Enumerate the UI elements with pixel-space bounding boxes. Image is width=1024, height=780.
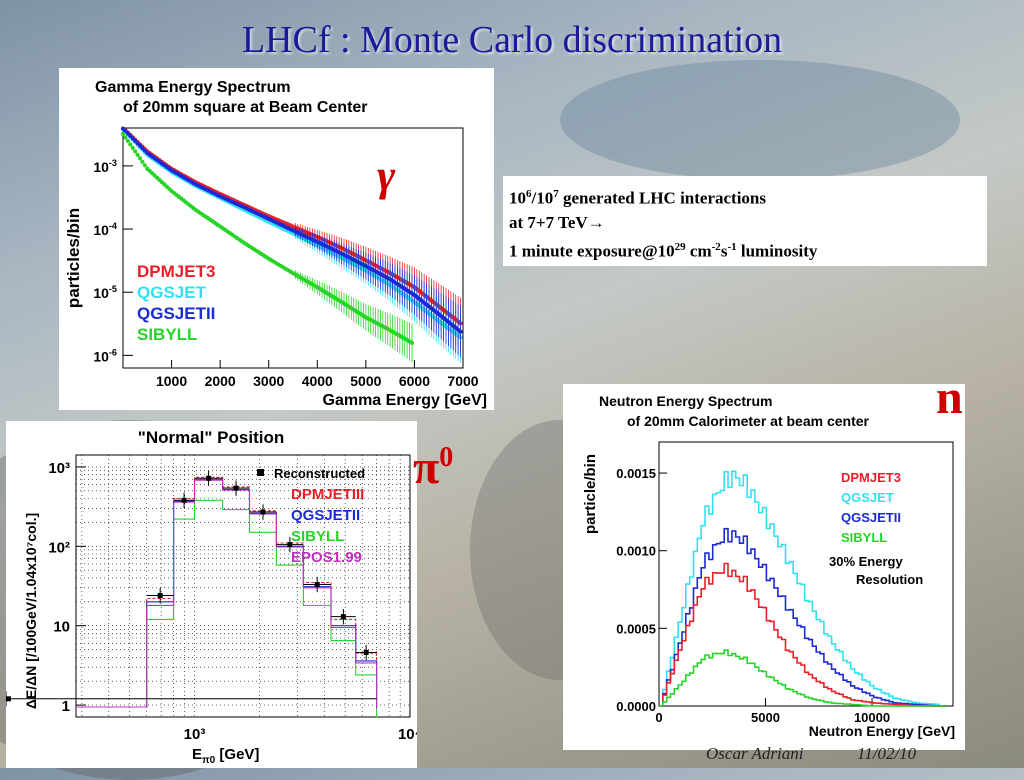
neutron-annotation-line-1: 30% Energy (829, 554, 903, 569)
gamma-y-axis-label: particles/bin (64, 208, 83, 308)
neutron-x-axis-label: Neutron Energy [GeV] (809, 723, 955, 739)
neutron-legend-qgsjetii: QGSJETII (841, 510, 901, 525)
footer-author: Oscar Adriani (706, 744, 804, 763)
gamma-data-point (137, 156, 143, 161)
gamma-chart-subtitle: of 20mm square at Beam Center (123, 99, 368, 116)
pion-y-tick-label: 10³ (48, 460, 70, 477)
neutron-y-tick-label: 0.0005 (616, 621, 656, 636)
neutron-legend-dpmjet3: DPMJET3 (841, 470, 901, 485)
gamma-y-tick-label: 10-6 (93, 347, 117, 364)
pion-y-tick-label: 10 (53, 619, 70, 636)
pion-x-tick-label: 10⁴ (398, 726, 417, 743)
gamma-data-point (130, 145, 135, 151)
gamma-y-tick-label: 10-4 (93, 221, 118, 238)
pion-spectrum-chart: "Normal" Position ΔE/ΔN [/100GeV/1.04x10… (6, 428, 417, 766)
pion-reco-point (260, 509, 266, 515)
neutron-series-line (659, 527, 947, 707)
neutron-annotation-line-2: Resolution (856, 572, 923, 587)
neutron-x-tick-label: 0 (655, 710, 662, 725)
gamma-plot-frame (122, 127, 464, 369)
gamma-x-tick-label: 7000 (447, 373, 478, 389)
gamma-data-point (142, 163, 147, 168)
pion-series-histogram (76, 499, 378, 718)
pion-legend-marker-reconstructed (257, 469, 264, 476)
neutron-spectrum-chart: Neutron Energy Spectrum of 20mm Calorime… (582, 393, 955, 739)
pion-reco-point (157, 593, 163, 599)
pion-x-axis-label: Eπ0 [GeV] (192, 746, 259, 766)
gamma-data-point (140, 159, 145, 164)
gamma-y-tick-label: 10-5 (93, 284, 117, 301)
pion-reco-point (340, 614, 346, 620)
pion-reco-point (6, 696, 11, 702)
gamma-y-tick-label: 10-3 (93, 158, 117, 175)
gamma-x-axis-label: Gamma Energy [GeV] (323, 392, 488, 409)
pion-series-histogram (76, 479, 378, 709)
neutron-plot-frame (658, 441, 954, 707)
neutron-legend-qgsjet: QGSJET (841, 490, 894, 505)
footer-date: 11/02/10 (857, 744, 917, 763)
neutron-chart-subtitle: of 20mm Calorimeter at beam center (627, 413, 870, 429)
pion-x-tick-label: 10³ (184, 726, 206, 743)
info-line-2: at 7+7 TeV→ (509, 212, 605, 232)
pion-reco-point (181, 497, 187, 503)
pion-y-tick-label: 1 (62, 698, 70, 715)
info-box: 106/107 generated LHC interactions at 7+… (503, 176, 987, 266)
gamma-data-point (135, 152, 140, 157)
neutron-y-tick-label: 0.0010 (616, 544, 656, 559)
pion-legend-dpmjetiii: DPMJETIII (291, 486, 364, 503)
pion-y-tick-label: 10² (48, 539, 70, 556)
info-line-1: 106/107 generated LHC interactions (509, 188, 767, 208)
neutron-series-line (659, 562, 947, 707)
gamma-legend-qgsjetii: QGSJETII (137, 304, 215, 323)
pion-chart-title: "Normal" Position (138, 428, 284, 447)
neutron-x-tick-label: 10000 (854, 710, 890, 725)
gamma-spectrum-panel: Gamma Energy Spectrum of 20mm square at … (59, 68, 494, 410)
gamma-x-tick-label: 1000 (156, 373, 187, 389)
gamma-legend-qgsjet: QGSJET (137, 283, 207, 302)
pion-legend-qgsjetii: QGSJETII (291, 507, 360, 524)
pion-reco-point (363, 649, 369, 655)
gamma-x-tick-label: 5000 (350, 373, 381, 389)
gamma-data-point (123, 135, 128, 140)
pion-legend-epos: EPOS1.99 (291, 549, 362, 566)
pion-reco-point (233, 485, 239, 491)
gamma-legend-dpmjet3: DPMJET3 (137, 262, 215, 281)
pion-symbol: π0 (413, 441, 454, 494)
gamma-data-point (409, 340, 415, 345)
background-blob (560, 60, 960, 180)
neutron-symbol: n (936, 371, 963, 424)
pion-legend-sibyll: SIBYLL (291, 528, 344, 545)
gamma-chart-title: Gamma Energy Spectrum (95, 79, 291, 96)
gamma-data-point (125, 138, 130, 144)
neutron-y-axis-label: particle/bin (582, 454, 599, 534)
pion-legend-reconstructed: Reconstructed (274, 466, 365, 481)
pion-spectrum-panel: "Normal" Position ΔE/ΔN [/100GeV/1.04x10… (6, 421, 417, 768)
pion-plot-frame (75, 454, 411, 718)
pion-reco-point (287, 542, 293, 548)
gamma-x-tick-label: 3000 (253, 373, 284, 389)
neutron-y-tick-label: 0.0015 (616, 466, 656, 481)
pion-y-axis-label: ΔE/ΔN [/100GeV/1.04x10⁷col.] (23, 513, 39, 709)
gamma-x-tick-label: 4000 (302, 373, 333, 389)
gamma-symbol: γ (377, 151, 396, 200)
neutron-legend-sibyll: SIBYLL (841, 530, 887, 545)
info-line-3: 1 minute exposure@1029 cm-2s-1 luminosit… (509, 240, 818, 261)
gamma-x-tick-label: 2000 (205, 373, 236, 389)
neutron-series-line (659, 470, 947, 707)
pion-reco-point (314, 582, 320, 588)
gamma-data-point (133, 149, 138, 154)
pion-reco-point (206, 475, 212, 481)
neutron-spectrum-panel: Neutron Energy Spectrum of 20mm Calorime… (563, 384, 965, 750)
gamma-data-point (128, 142, 133, 147)
gamma-data-point (458, 329, 463, 334)
gamma-data-point (120, 131, 126, 137)
slide-title: LHCf : Monte Carlo discrimination (241, 19, 783, 61)
neutron-chart-title: Neutron Energy Spectrum (599, 393, 772, 409)
neutron-series-line (659, 649, 947, 707)
neutron-x-tick-label: 5000 (751, 710, 780, 725)
gamma-legend-sibyll: SIBYLL (137, 325, 197, 344)
gamma-spectrum-chart: Gamma Energy Spectrum of 20mm square at … (64, 79, 488, 409)
gamma-x-tick-label: 6000 (399, 373, 430, 389)
neutron-y-tick-label: 0.0000 (616, 699, 656, 714)
